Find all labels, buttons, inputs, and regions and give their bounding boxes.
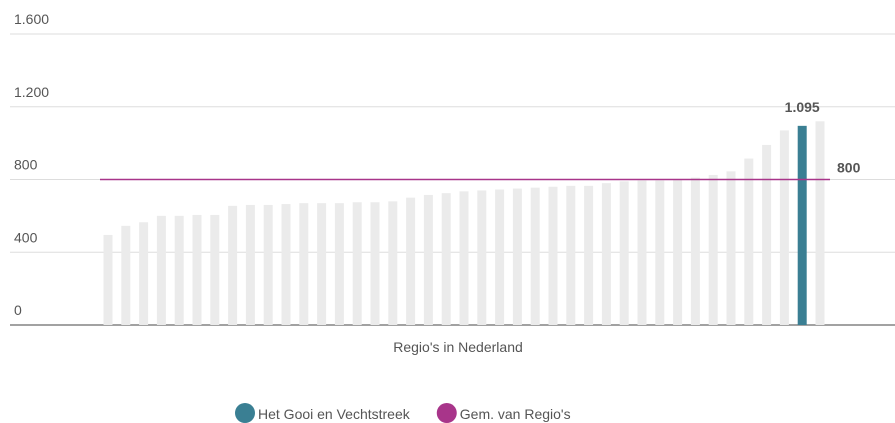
bar (779, 130, 789, 325)
bar (601, 183, 611, 325)
bar (121, 225, 131, 325)
bar (815, 121, 825, 325)
bar (530, 187, 540, 325)
bar (370, 202, 380, 325)
bar (797, 125, 807, 325)
bar (477, 190, 487, 325)
bar (317, 203, 327, 325)
bar (548, 186, 558, 325)
y-tick-label: 0 (14, 302, 22, 318)
bar (156, 215, 166, 325)
bar (512, 188, 522, 325)
bar (210, 214, 220, 325)
value-label: 1.095 (785, 99, 820, 115)
bar (388, 201, 398, 325)
bar (584, 185, 594, 325)
bar (744, 158, 754, 325)
bar (726, 171, 736, 325)
bar (637, 180, 647, 325)
bar (103, 234, 113, 325)
bar (762, 144, 772, 325)
bar (281, 204, 291, 325)
bar (655, 180, 665, 325)
legend-label: Het Gooi en Vechtstreek (258, 406, 411, 422)
bar (139, 222, 149, 325)
y-tick-label: 400 (14, 229, 38, 245)
x-axis-label: Regio's in Nederland (393, 339, 523, 355)
bar (495, 189, 505, 325)
legend-marker (436, 403, 457, 423)
y-tick-label: 1.200 (14, 84, 49, 100)
bar (352, 202, 362, 325)
bar (299, 203, 309, 325)
legend-label: Gem. van Regio's (460, 406, 571, 422)
bar (263, 204, 273, 325)
bar (441, 193, 451, 325)
bar (423, 194, 433, 325)
bar (566, 185, 576, 325)
bar (174, 215, 184, 325)
bar (245, 204, 255, 325)
bar (228, 205, 238, 325)
reference-label: 800 (837, 160, 861, 176)
bar (673, 179, 683, 325)
legend-marker (235, 403, 255, 423)
bar (708, 174, 718, 325)
bar (192, 214, 202, 325)
bar (334, 203, 344, 325)
bar (619, 181, 629, 325)
bar (690, 177, 700, 325)
bar (406, 197, 416, 325)
y-tick-label: 800 (14, 157, 38, 173)
y-tick-label: 1.600 (14, 11, 49, 27)
bar (459, 191, 469, 325)
